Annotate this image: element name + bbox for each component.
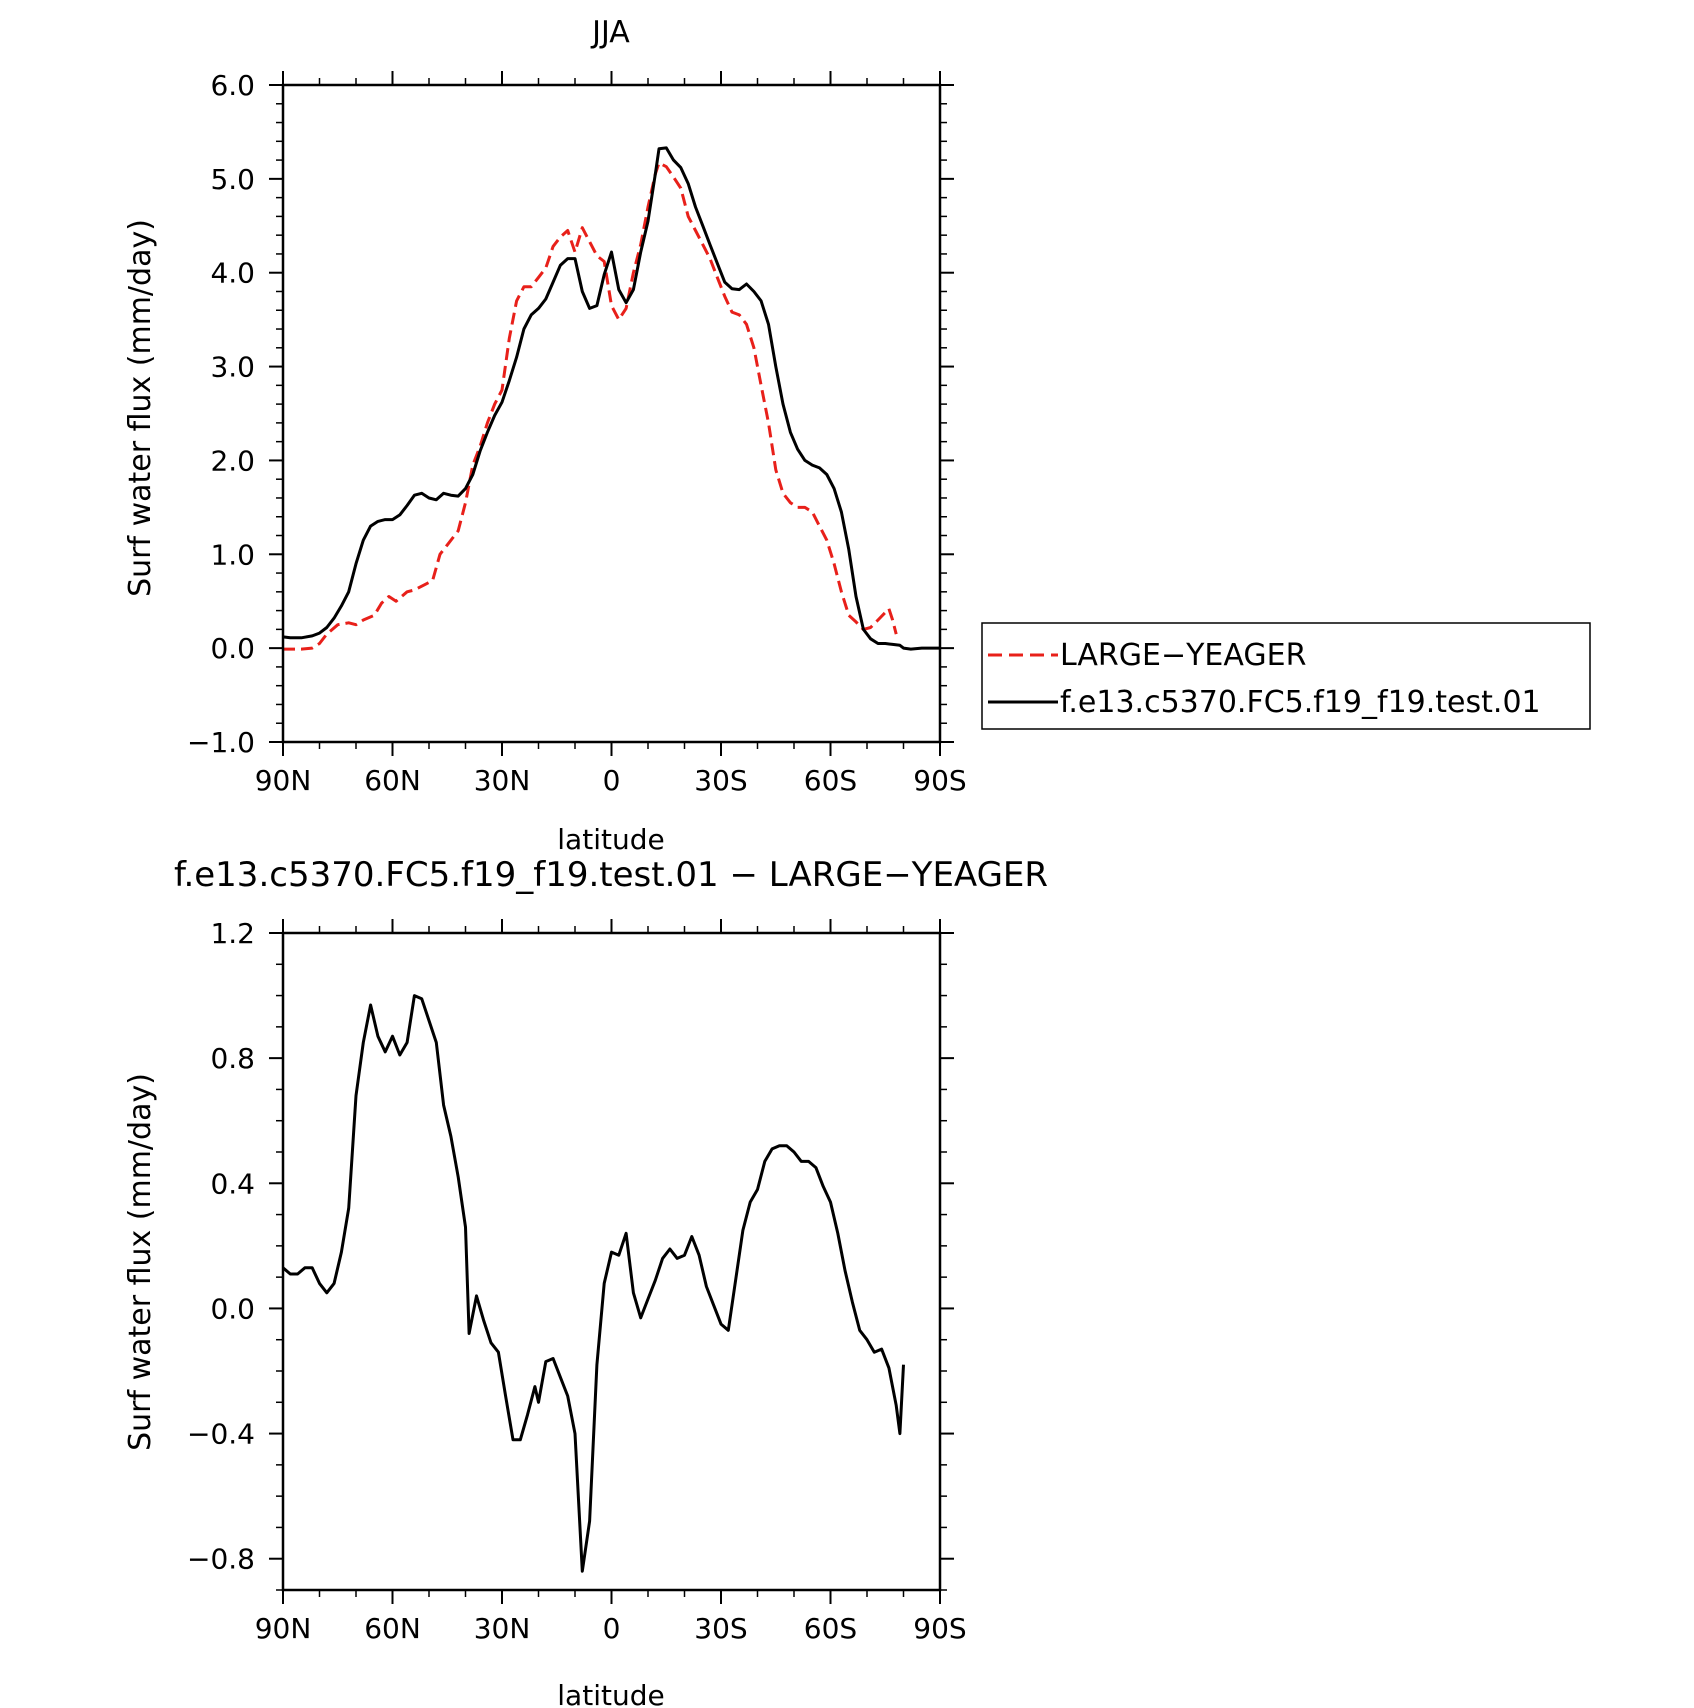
panel1-legend: LARGE−YEAGER f.e13.c5370.FC5.f19_f19.tes…	[981, 622, 1591, 730]
legend-box	[981, 622, 1591, 730]
series-line-large-yeager	[283, 161, 898, 651]
panel2-series-layer	[282, 994, 905, 1573]
y-tick-label: 0.0	[210, 1292, 255, 1325]
x-tick-label: 0	[603, 1612, 621, 1645]
panel1-y-axis-label: Surf water flux (mm/day)	[123, 219, 158, 597]
x-tick-label: 90N	[255, 764, 312, 797]
panel2-x-axis-label: latitude	[557, 1679, 664, 1708]
x-tick-label: 30N	[474, 1612, 531, 1645]
panel1-series-layer	[282, 146, 940, 651]
x-tick-label: 60S	[804, 1612, 857, 1645]
y-tick-label: −1.0	[187, 726, 255, 759]
y-tick-label: 4.0	[210, 257, 255, 290]
x-tick-label: 60N	[364, 764, 421, 797]
panel-difference: f.e13.c5370.FC5.f19_f19.test.01 − LARGE−…	[123, 855, 1048, 1708]
panel2-tick-labels: 90N 60N 30N 0 30S 60S 90S −0.8 −0.4 0.0 0.4 0.8 1.2	[187, 917, 967, 1645]
y-tick-label: 5.0	[210, 163, 255, 196]
y-tick-label: −0.8	[187, 1543, 255, 1576]
panel2-title: f.e13.c5370.FC5.f19_f19.test.01 − LARGE−…	[174, 855, 1048, 895]
y-tick-label: 0.8	[210, 1042, 255, 1075]
panel1-x-axis-label: latitude	[557, 823, 664, 856]
y-tick-label: 0.4	[210, 1167, 255, 1200]
x-tick-label: 0	[603, 764, 621, 797]
legend-label-model: f.e13.c5370.FC5.f19_f19.test.01	[1060, 685, 1541, 720]
series-line-model	[282, 146, 940, 651]
panel2-ticks-layer	[269, 919, 954, 1604]
x-tick-label: 30S	[694, 764, 747, 797]
x-tick-label: 90S	[913, 1612, 966, 1645]
y-tick-label: 0.0	[210, 632, 255, 665]
y-tick-label: −0.4	[187, 1418, 255, 1451]
panel1-tick-labels: 90N 60N 30N 0 30S 60S 90S −1.0 0.0 1.0 2.0 3.0 4.0 5.…	[187, 69, 967, 797]
x-tick-label: 90N	[255, 1612, 312, 1645]
y-tick-label: 6.0	[210, 69, 255, 102]
x-tick-label: 90S	[913, 764, 966, 797]
series-line-model	[282, 994, 905, 1573]
y-tick-label: 3.0	[210, 351, 255, 384]
panel2-plot-frame	[281, 931, 942, 1592]
x-tick-label: 60S	[804, 764, 857, 797]
x-tick-label: 30S	[694, 1612, 747, 1645]
panel1-plot-frame	[281, 83, 942, 744]
panel1-title: JJA	[590, 15, 630, 50]
x-tick-label: 30N	[474, 764, 531, 797]
panel-jja: JJA Surf water flux (mm/day) latitude 90…	[123, 15, 1591, 856]
y-tick-label: 2.0	[210, 444, 255, 477]
y-tick-label: 1.0	[210, 538, 255, 571]
panel1-ticks-layer	[269, 71, 954, 756]
legend-label-obs: LARGE−YEAGER	[1060, 638, 1306, 673]
panel2-y-axis-label: Surf water flux (mm/day)	[123, 1073, 158, 1451]
x-tick-label: 60N	[364, 1612, 421, 1645]
y-tick-label: 1.2	[210, 917, 255, 950]
